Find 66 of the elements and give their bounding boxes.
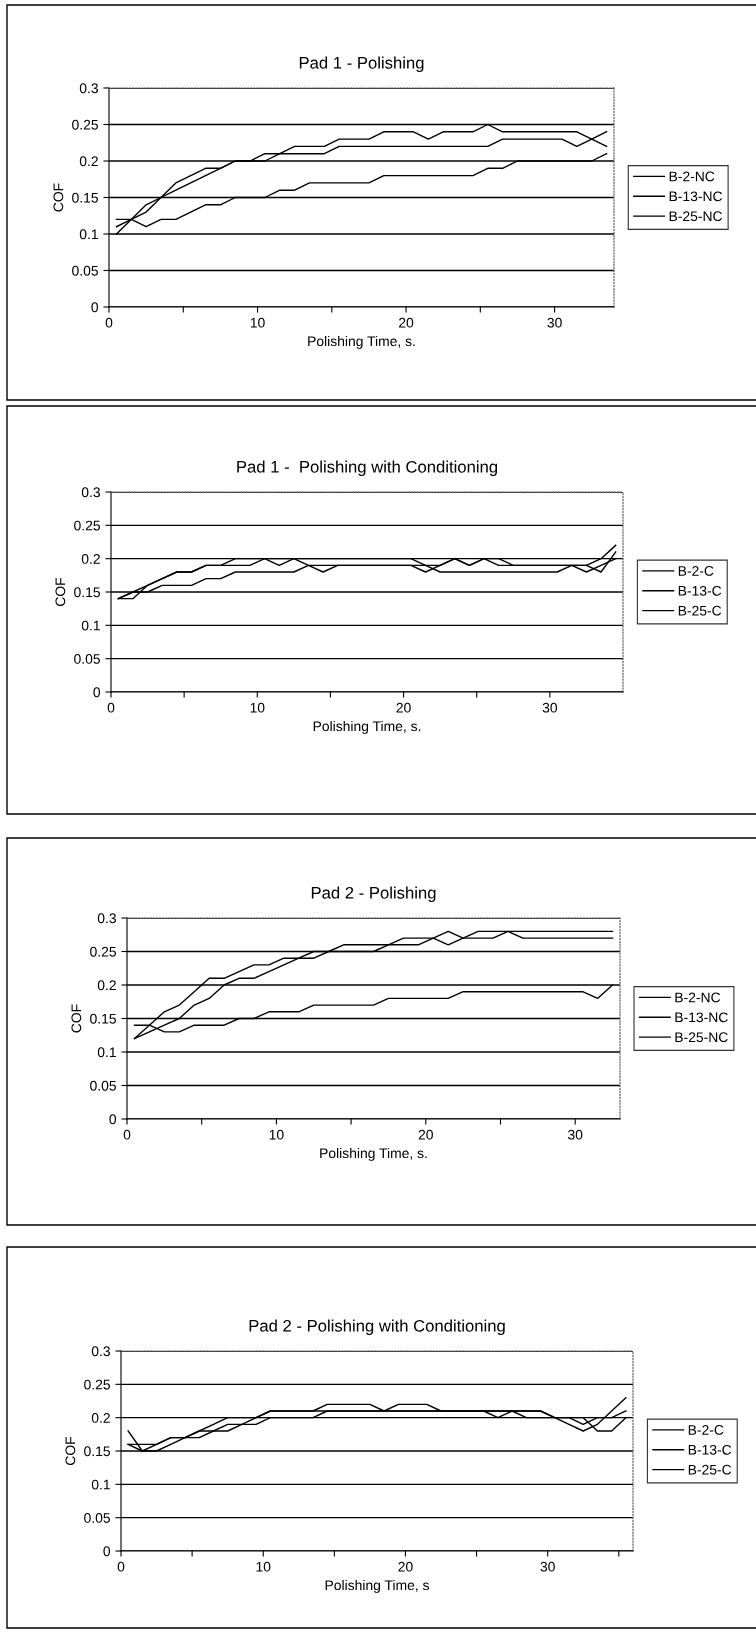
legend-label: B-13-NC — [675, 1012, 728, 1023]
legend-label: B-2-C — [678, 566, 714, 576]
x-tick-label: 30 — [540, 1561, 555, 1572]
y-tick-label: 0 — [103, 1546, 111, 1557]
y-tick-label: 0.25 — [72, 119, 98, 130]
y-axis-title: COF — [65, 1436, 76, 1465]
legend-label: B-25-C — [688, 1464, 732, 1475]
x-axis-title: Polishing Time, s. — [313, 720, 421, 734]
y-tick-label: 0 — [93, 687, 101, 698]
y-tick-label: 0.2 — [91, 1413, 110, 1423]
x-tick-label: 10 — [250, 317, 265, 328]
x-tick-label: 0 — [117, 1561, 125, 1572]
x-tick-label: 10 — [250, 702, 265, 713]
x-tick-label: 20 — [418, 1129, 433, 1140]
chart-title: Pad 1 - Polishing with Conditioning — [237, 460, 498, 477]
y-tick-label: 0.15 — [72, 192, 98, 203]
legend-label: B-2-NC — [669, 171, 715, 182]
y-tick-label: 0.25 — [90, 946, 116, 957]
y-tick-label: 0.15 — [74, 587, 100, 598]
legend-label: B-25-C — [678, 605, 722, 616]
x-axis-title: Polishing Time, s. — [320, 1147, 427, 1161]
x-tick-label: 30 — [542, 702, 558, 713]
y-tick-label: 0.15 — [90, 1013, 116, 1024]
y-axis-title: COF — [71, 1004, 82, 1033]
x-tick-label: 10 — [269, 1129, 284, 1140]
legend-label: B-25-NC — [675, 1032, 728, 1043]
y-tick-label: 0.3 — [81, 487, 100, 498]
legend-label: B-2-NC — [675, 992, 721, 1003]
legend-label: B-13-C — [688, 1444, 732, 1455]
y-tick-label: 0.15 — [84, 1446, 110, 1457]
y-axis-title: COF — [55, 577, 66, 606]
y-tick-label: 0.3 — [97, 913, 116, 924]
y-tick-label: 0.25 — [74, 520, 100, 531]
y-tick-label: 0.25 — [84, 1379, 110, 1390]
y-tick-label: 0.1 — [79, 229, 98, 240]
x-tick-label: 20 — [396, 702, 411, 713]
y-tick-label: 0.1 — [91, 1479, 110, 1490]
x-axis-title: Polishing Time, s — [325, 1579, 429, 1593]
chart-title: Pad 2 - Polishing — [311, 886, 436, 903]
y-tick-label: 0 — [91, 302, 99, 313]
chart-title: Pad 1 - Polishing — [299, 56, 424, 73]
x-tick-label: 30 — [567, 1129, 583, 1140]
legend-label: B-13-NC — [669, 191, 723, 202]
legend-label: B-13-C — [678, 585, 722, 596]
x-axis-title: Polishing Time, s. — [308, 335, 415, 349]
x-tick-label: 20 — [399, 317, 414, 328]
y-tick-label: 0.2 — [81, 554, 100, 564]
y-axis-title: COF — [53, 183, 64, 212]
y-tick-label: 0 — [109, 1114, 117, 1125]
chart-title: Pad 2 - Polishing with Conditioning — [249, 1319, 505, 1336]
x-tick-label: 0 — [123, 1129, 131, 1140]
y-tick-label: 0.2 — [79, 156, 98, 167]
y-tick-label: 0.1 — [81, 620, 100, 631]
y-tick-label: 0.05 — [84, 1513, 110, 1523]
y-tick-label: 0.05 — [90, 1080, 116, 1091]
legend-label: B-2-C — [688, 1425, 724, 1435]
y-tick-label: 0.3 — [91, 1346, 110, 1357]
y-tick-label: 0.05 — [74, 654, 100, 664]
x-tick-label: 10 — [256, 1561, 271, 1572]
y-tick-label: 0.05 — [72, 265, 98, 276]
y-tick-label: 0.3 — [79, 83, 98, 94]
x-tick-label: 30 — [547, 317, 562, 328]
y-tick-label: 0.2 — [97, 980, 116, 991]
y-tick-label: 0.1 — [97, 1047, 116, 1058]
x-tick-label: 20 — [398, 1561, 413, 1572]
legend-label: B-25-NC — [669, 211, 723, 222]
